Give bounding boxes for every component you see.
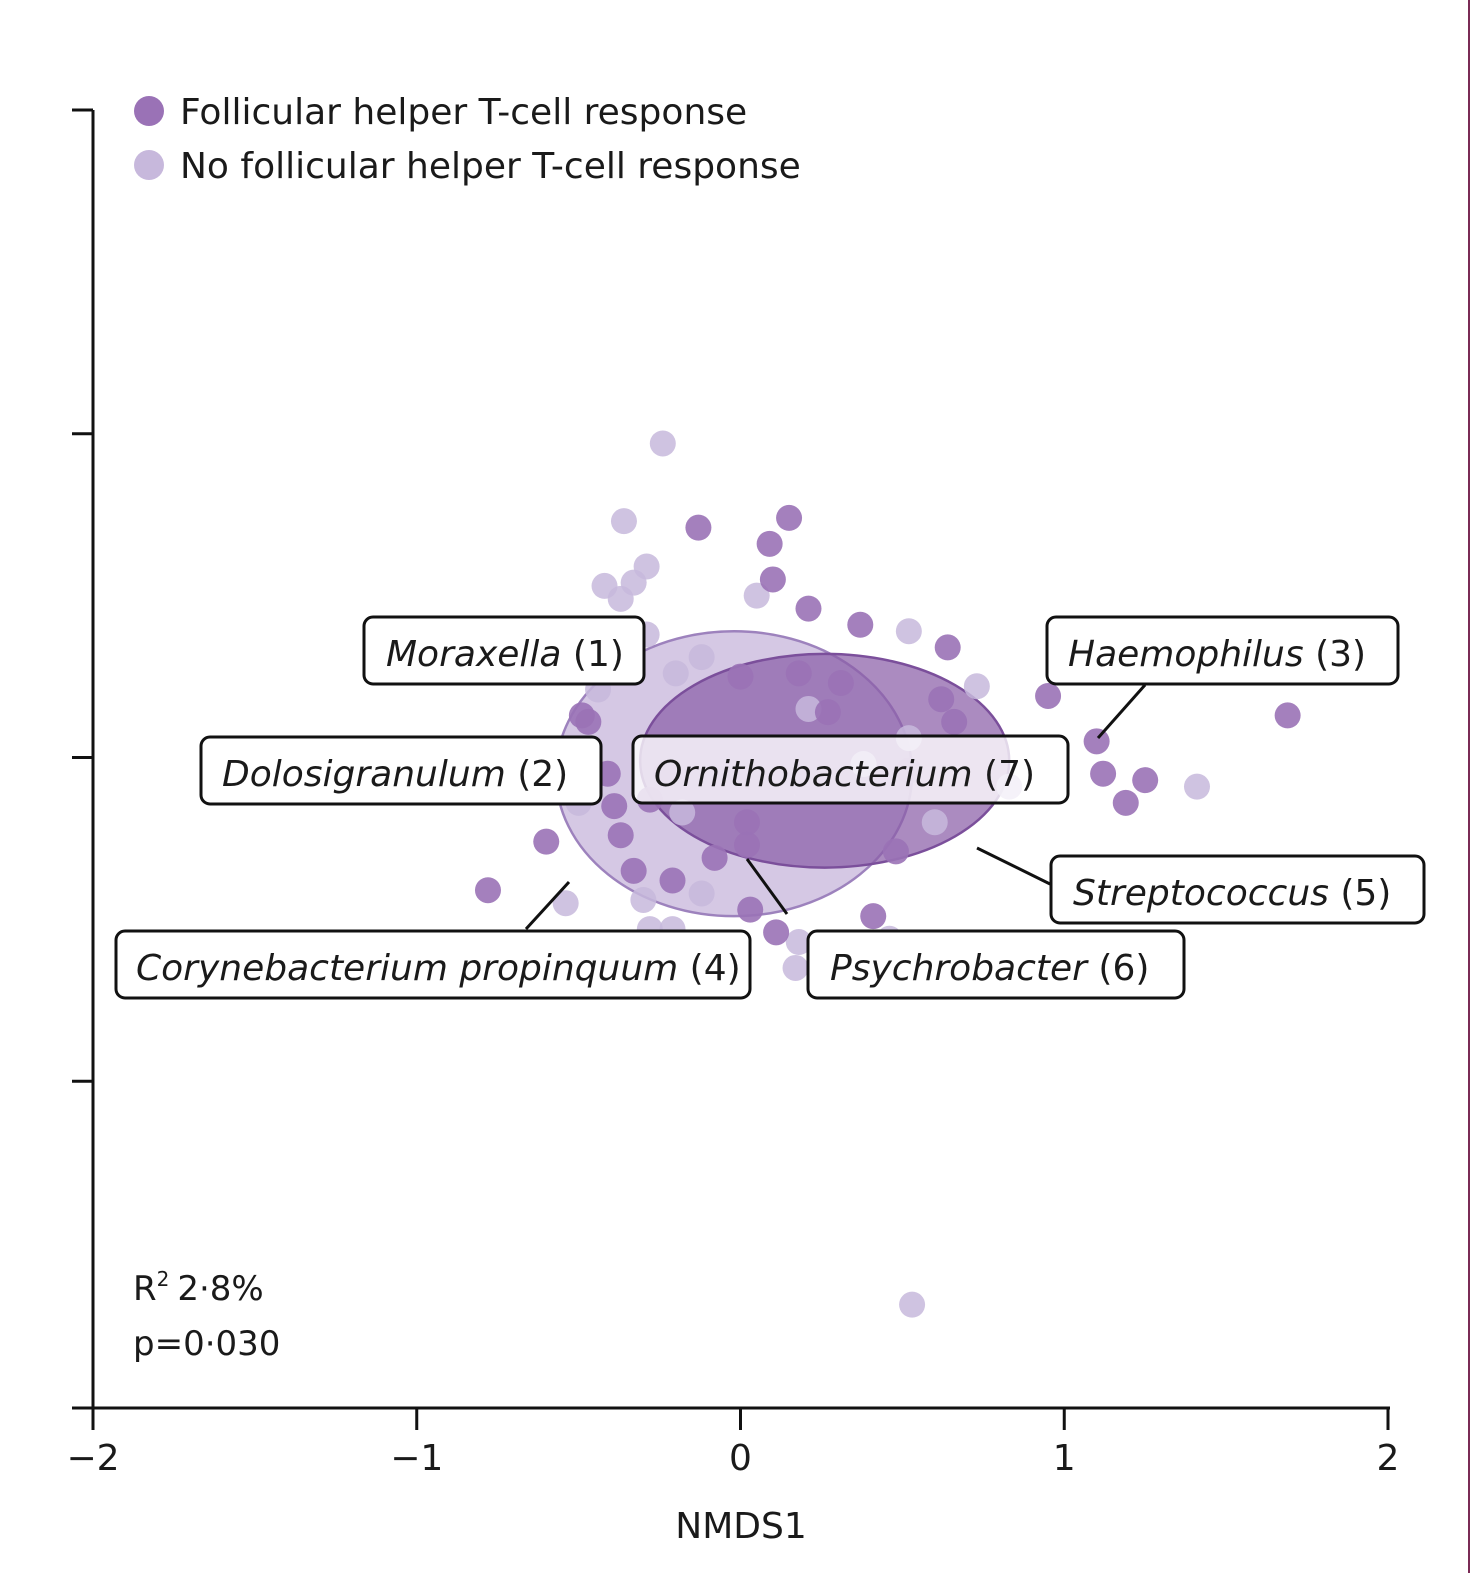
data-point-response <box>607 822 634 849</box>
data-point-response <box>727 663 754 690</box>
label-ornithobacterium: Ornithobacterium (7) <box>654 754 1035 795</box>
data-point-response <box>785 660 812 687</box>
data-point-response <box>601 793 628 820</box>
data-point-response <box>827 670 854 697</box>
data-point-no-response <box>607 585 634 612</box>
data-point-response <box>795 595 822 622</box>
legend: Follicular helper T-cell response No fol… <box>134 92 801 187</box>
legend-marker-response <box>134 96 164 126</box>
x-tick-label: −1 <box>390 1438 443 1479</box>
p-value-text: p=0·030 <box>133 1324 280 1364</box>
data-point-no-response <box>963 673 990 700</box>
x-tick-label: 0 <box>729 1438 752 1479</box>
axes: −2 −1 0 1 2 NMDS1 <box>66 108 1399 1547</box>
data-point-no-response <box>662 660 689 687</box>
data-point-response <box>575 708 602 735</box>
legend-marker-no-response <box>134 150 164 180</box>
data-point-response <box>659 867 686 894</box>
data-point-response <box>1083 728 1110 755</box>
data-point-response <box>620 857 647 884</box>
label-psychrobacter: Psychrobacter (6) <box>830 948 1149 989</box>
data-point-response <box>882 838 909 865</box>
leader-line-haemophilus <box>1096 684 1147 739</box>
data-point-response <box>701 844 728 871</box>
data-point-no-response <box>785 929 812 956</box>
data-point-no-response <box>899 1291 926 1318</box>
x-tick-label: −2 <box>66 1438 119 1479</box>
data-point-response <box>733 809 760 836</box>
label-box-corynebacterium <box>114 929 752 1000</box>
figure-edge-line <box>1468 0 1470 1573</box>
x-tick-label: 2 <box>1377 1438 1400 1479</box>
data-point-response <box>928 686 955 713</box>
leader-line-psychrobacter <box>745 858 789 915</box>
leader-line-corynebacterium <box>524 880 571 931</box>
data-point-response <box>1090 760 1117 787</box>
label-corynebacterium: Corynebacterium propinquum (4) <box>136 948 741 989</box>
data-point-response <box>814 699 841 726</box>
label-streptococcus: Streptococcus (5) <box>1073 873 1391 914</box>
data-point-no-response <box>782 954 809 981</box>
data-point-response <box>756 530 783 557</box>
data-point-response <box>776 504 803 531</box>
r2-text: R2 2·8% <box>133 1267 264 1309</box>
data-point-no-response <box>669 799 696 826</box>
data-point-no-response <box>630 886 657 913</box>
data-point-no-response <box>921 809 948 836</box>
label-box-haemophilus <box>1045 615 1400 686</box>
data-point-response <box>860 903 887 930</box>
stats-annotation: R2 2·8% p=0·030 <box>133 1267 280 1364</box>
data-point-response <box>847 611 874 638</box>
data-point-response <box>763 919 790 946</box>
data-point-response <box>1132 767 1159 794</box>
data-point-no-response <box>743 582 770 609</box>
data-point-no-response <box>1183 773 1210 800</box>
label-box-psychrobacter <box>806 929 1186 1000</box>
y-ticks <box>72 108 93 1083</box>
data-point-no-response <box>795 695 822 722</box>
data-point-no-response <box>688 880 715 907</box>
data-point-no-response <box>552 890 579 917</box>
data-point-response <box>1112 789 1139 816</box>
data-point-response <box>474 877 501 904</box>
data-point-no-response <box>649 430 676 457</box>
label-box-streptococcus <box>1049 854 1426 925</box>
data-point-response <box>685 514 712 541</box>
data-point-response <box>759 566 786 593</box>
genus-labels: Moraxella (1) Dolosigranulum (2) Haemoph… <box>114 615 1426 1000</box>
leader-line-streptococcus <box>976 846 1051 886</box>
label-box-moraxella <box>362 615 646 686</box>
label-dolosigranulum: Dolosigranulum (2) <box>222 754 568 795</box>
data-point-response <box>1274 702 1301 729</box>
legend-label-response: Follicular helper T-cell response <box>180 92 747 133</box>
data-point-no-response <box>895 618 922 645</box>
x-ticks: −2 −1 0 1 2 <box>66 1408 1399 1479</box>
label-haemophilus: Haemophilus (3) <box>1068 634 1366 675</box>
legend-label-no-response: No follicular helper T-cell response <box>180 146 801 187</box>
data-point-no-response <box>610 508 637 535</box>
data-point-response <box>533 828 560 855</box>
x-axis-label: NMDS1 <box>675 1506 806 1547</box>
data-point-no-response <box>688 644 715 671</box>
x-tick-label: 1 <box>1053 1438 1076 1479</box>
data-point-response <box>1035 682 1062 709</box>
data-point-response <box>733 831 760 858</box>
label-box-dolosigranulum <box>199 735 603 806</box>
data-point-response <box>737 896 764 923</box>
label-box-ornithobacterium <box>631 734 1070 805</box>
data-point-response <box>941 708 968 735</box>
label-moraxella: Moraxella (1) <box>386 634 624 675</box>
data-point-response <box>934 634 961 661</box>
